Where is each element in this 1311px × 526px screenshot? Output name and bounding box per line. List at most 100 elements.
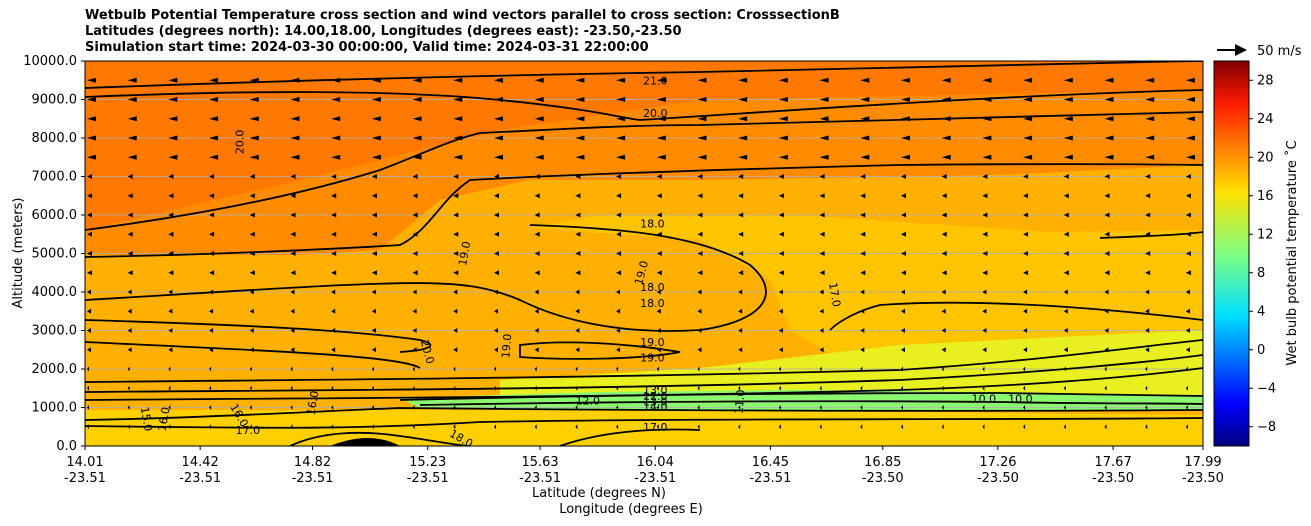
wind-vector [616,116,626,122]
wind-vector [87,347,91,353]
wind-vector [412,289,417,295]
chart-title-line-1: Wetbulb Potential Temperature cross sect… [85,8,840,23]
wind-vector [697,212,703,218]
wind-vector [860,174,866,179]
wind-vector [1063,97,1073,102]
wind-vector [575,154,585,160]
x-tick-label-lon: -23.50 [1182,471,1224,486]
wind-vector [1063,174,1069,179]
wind-vector [738,135,748,141]
wind-vector [494,174,499,179]
wind-vector [697,231,703,237]
wind-vector [1104,116,1114,122]
wind-vector [87,366,89,372]
wind-vector [819,154,829,160]
wind-vector [778,328,783,333]
wind-vector [534,77,544,83]
wind-vector [168,231,174,237]
wind-vector [1023,135,1033,141]
wind-vector [778,174,784,179]
wind-vector [371,328,376,333]
wind-vector [778,270,784,276]
wind-vector [656,97,666,102]
wind-vector [290,308,295,314]
x-tick-label-lon: -23.51 [634,471,676,486]
wind-vector [168,270,174,276]
wind-vector [738,366,741,372]
wind-vector [371,174,377,179]
wind-vector [982,231,988,237]
wind-vector [616,424,619,430]
wind-vector [1185,270,1191,276]
wind-vector [412,116,422,122]
wind-vector [697,385,700,391]
wind-vector [249,347,254,353]
wind-vector [860,77,870,83]
wind-vector [656,193,662,199]
wind-vector [982,77,992,83]
wind-vector [1185,251,1191,256]
wind-vector [1104,328,1109,333]
x-tick-label-lon: -23.51 [407,471,449,486]
wind-vector [1185,135,1195,141]
wind-vector [1185,77,1195,83]
wind-vector [331,251,337,256]
y-tick-label: 10000.0 [23,54,77,69]
contour-label: 13.0 [643,396,668,409]
contour-label: 12.0 [643,390,668,403]
wind-vector [656,154,666,160]
wind-vector [87,424,89,430]
wind-vector [941,289,946,295]
wind-vector [249,385,252,391]
wind-vector [412,174,418,179]
wind-vector [290,212,296,218]
wind-vector [1185,385,1188,391]
wind-vector [412,424,415,430]
wind-vector [819,308,824,314]
wind-vector [575,347,580,353]
wind-vector [656,347,661,353]
colorbar-tick-label: 12 [1257,227,1274,242]
wind-vector [860,308,865,314]
wind-vector [168,251,174,256]
wind-vector [453,135,463,141]
wind-vector [371,154,381,160]
wind-vector [738,405,741,410]
wind-vector [290,77,300,83]
wind-vector [534,231,540,237]
wind-vector [575,212,581,218]
wind-vector [778,405,781,410]
chart-title-line-3: Simulation start time: 2024-03-30 00:00:… [85,40,649,55]
wind-vector [209,116,219,122]
y-tick-label: 2000.0 [32,362,78,377]
wind-vector [371,212,377,218]
wind-vector [1145,366,1148,372]
wind-vector [901,77,910,83]
wind-vector [371,135,381,141]
wind-vector [1023,212,1029,218]
contour-label: 21.0 [643,74,668,87]
wind-vector [616,328,621,333]
wind-vector [209,308,214,314]
wind-vector [656,289,661,295]
wind-vector [1063,270,1069,276]
wind-vector [656,366,659,372]
wind-vector [249,116,259,122]
wind-vector [534,251,540,256]
wind-vector [331,405,334,410]
wind-vector [901,154,910,160]
wind-vector [371,347,376,353]
wind-vector [941,154,951,160]
wind-vector [738,328,743,333]
wind-vector [860,424,863,430]
colorbar-tick-label: 28 [1257,73,1274,88]
contour-label: 19.0 [640,351,665,364]
wind-vector [616,193,622,199]
wind-vector [453,385,456,391]
wind-vector [87,212,92,218]
wind-vector [901,251,906,256]
wind-vector [616,154,626,160]
wind-vector [209,328,214,333]
wind-vector [1145,347,1150,353]
contour-label: 11.0 [732,389,747,415]
